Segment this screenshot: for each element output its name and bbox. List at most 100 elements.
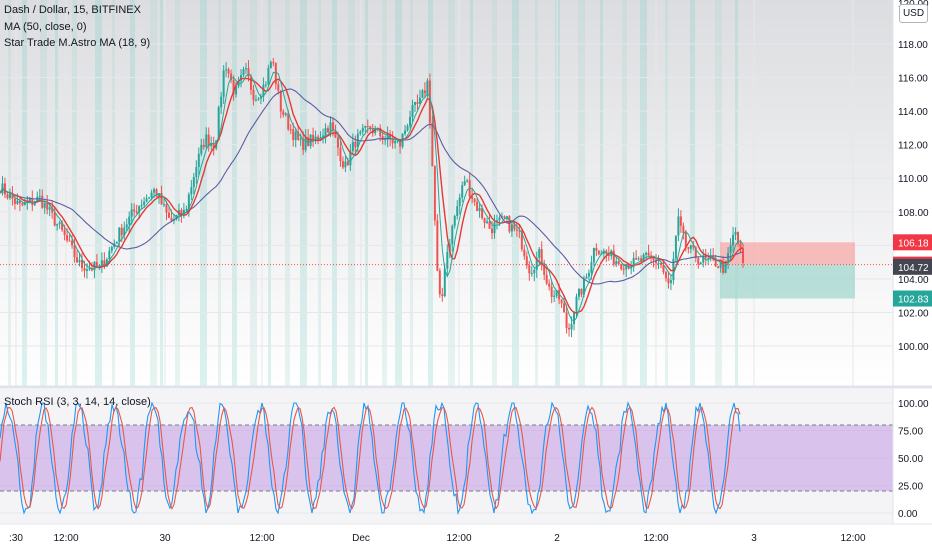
candle-body [232,80,235,95]
candle-body [140,204,143,206]
candle-body [205,134,208,148]
candle-body [513,224,516,230]
candle-body [423,90,426,94]
candle-body [247,68,250,77]
candle-body [16,200,19,204]
stoch-d-line [0,406,741,510]
candle-body [694,247,697,259]
candle-body [416,101,419,104]
highlight-band [218,0,221,386]
highlight-band [55,0,58,386]
price-tick-label: 116.00 [898,74,928,85]
candle-body [655,259,658,264]
candle-body [185,209,188,211]
candle-body [202,144,205,148]
highlight-band [40,0,47,386]
stoch-rsi-legend[interactable]: Stoch RSI (3, 3, 14, 14, close) [4,396,151,408]
candle-body [143,201,146,205]
highlight-band [112,0,115,386]
candle-body [436,220,439,271]
candle-body [63,229,66,236]
candle-body [165,204,168,213]
highlight-band [200,0,207,386]
price-pane[interactable] [0,0,893,386]
candle-body [625,263,628,270]
candle-body [421,90,424,98]
currency-button[interactable]: USD [899,4,928,23]
stoch-k-line [0,401,741,516]
candle-body [344,161,347,168]
candle-body [674,235,677,259]
candle-body [498,217,501,221]
candle-body [520,230,523,250]
time-axis[interactable]: :30 12:00 30 12:00 Dec 12:00 2 12:00 3 12:00 [9,533,866,544]
candle-body [51,207,54,213]
candle-body [354,141,357,148]
candle-body [732,234,735,246]
candle-body [264,84,267,86]
candle-body [488,221,491,229]
candle-body [662,264,665,273]
candle-body [463,181,466,186]
candle-body [573,311,576,325]
highlight-band [332,0,337,386]
candle-body [635,257,638,260]
highlight-band [428,0,433,386]
candle-body [632,257,635,267]
candle-body [31,198,34,206]
candle-body [339,147,342,162]
candle-body [677,216,680,236]
candle-body [331,122,334,131]
price-badge [893,290,932,307]
candle-body [451,225,454,245]
candle-body [81,260,84,269]
stoch-rsi-pane[interactable] [0,389,893,523]
time-tick-label: 2 [554,533,560,544]
candle-body [592,248,595,263]
candle-body [652,257,655,260]
candle-body [361,127,364,132]
target-zone [720,264,855,299]
candle-body [389,133,392,140]
price-badge [893,234,932,251]
candle-body [118,227,121,242]
candle-body [575,296,578,312]
candle-body [461,185,464,198]
candle-body [394,140,397,144]
candle-body [197,153,200,168]
highlight-band [130,0,135,386]
candle-body [679,216,682,226]
highlight-band [318,0,321,386]
short-position-tool[interactable] [720,242,855,299]
candle-body [687,247,690,249]
candle-body [222,70,225,97]
astro-ma-legend[interactable]: Star Trade M.Astro MA (18, 9) [4,37,151,49]
candle-body [3,183,6,195]
candle-body [426,80,429,94]
candle-body [620,263,623,269]
rsi-axis[interactable]: 0.00 25.00 50.00 75.00 100.00 [898,399,929,520]
candle-body [252,89,255,101]
candle-body [163,204,166,206]
candle-body [555,290,558,296]
symbol-legend[interactable]: Dash / Dollar, 15, BITFINEX [4,4,141,16]
candle-body [692,245,695,248]
candle-body [190,187,193,195]
candle-body [135,211,138,213]
price-grid [0,0,893,386]
ma-legend[interactable]: MA (50, close, 0) [4,21,87,33]
highlight-band [250,0,257,386]
candle-body [167,212,170,218]
highlight-band [578,0,585,386]
candle-body [46,203,49,210]
candle-body [523,249,526,257]
candle-body [267,68,270,85]
candle-body [535,257,538,270]
candle-body [689,245,692,249]
highlight-band [735,0,738,386]
candle-body [115,241,118,244]
candle-body [391,139,394,144]
candle-body [438,270,441,295]
highlight-band [665,0,668,386]
